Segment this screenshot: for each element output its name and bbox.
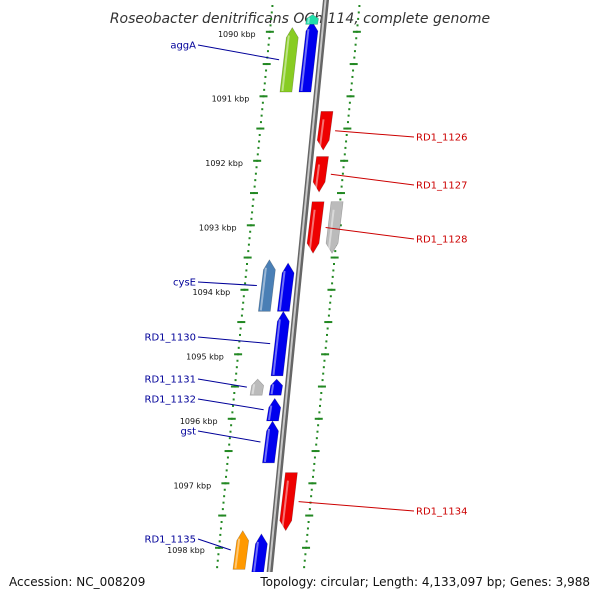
gene-label[interactable]: gst (181, 427, 197, 438)
scale-label: 1095 kbp (186, 353, 224, 362)
gene-arrow-rd1-1134[interactable] (279, 472, 298, 532)
backbone-highlight (265, 0, 327, 600)
gene-label[interactable]: RD1_1132 (145, 395, 196, 406)
gene-arrow-rd1-1132-shine (268, 405, 273, 421)
scale-label: 1097 kbp (173, 482, 211, 491)
feature-arrow[interactable] (298, 20, 319, 93)
scale-label: 1091 kbp (212, 95, 250, 104)
label-leader (197, 430, 261, 443)
scale-label: 1096 kbp (180, 417, 218, 426)
gene-features (232, 14, 344, 596)
backbone (263, 0, 330, 600)
footer-background (0, 572, 600, 600)
label-leader (335, 130, 415, 138)
feature-arrow[interactable] (325, 201, 344, 254)
gene-arrow-rd1-1126[interactable] (316, 111, 334, 151)
gene-label[interactable]: RD1_1127 (416, 181, 467, 192)
gene-arrow-rd1-1134-shine (281, 480, 289, 530)
label-leader (197, 336, 271, 345)
map-title: Roseobacter denitrificans OCh 114, compl… (110, 11, 490, 27)
gene-label[interactable]: RD1_1130 (145, 333, 196, 344)
gene-label[interactable]: aggA (170, 41, 196, 52)
gene-arrow-rd1-1130[interactable] (270, 310, 290, 377)
scale-labels: 1090 kbp 1091 kbp 1092 kbp 1093 kbp 1094 kbp… (167, 30, 256, 555)
gene-labels: aggA RD1_1126 RD1_1127 RD1_1128 cysE RD1_1130… (145, 41, 467, 551)
gene-label[interactable]: RD1_1128 (416, 235, 467, 246)
gene-arrow-gst[interactable] (262, 420, 279, 464)
gene-arrow-rd1-1130-shine (272, 319, 281, 375)
feature-arrow-shine (307, 17, 311, 24)
kbp-tick-marks (211, 5, 361, 600)
gene-arrow-agga-shine (281, 35, 290, 92)
scale-label: 1090 kbp (218, 30, 256, 39)
feature-arrow[interactable] (268, 378, 283, 396)
gene-arrow-rd1-1127[interactable] (312, 156, 329, 193)
gene-label[interactable]: RD1_1134 (416, 507, 467, 518)
gene-arrow-agga[interactable] (279, 26, 299, 93)
scale-label: 1092 kbp (205, 159, 243, 168)
gene-arrow-rd1-1126-shine (318, 119, 325, 150)
label-leader (298, 501, 415, 512)
scale-label: 1093 kbp (199, 224, 237, 233)
feature-arrow-shine (300, 28, 310, 92)
scale-label: 1098 kbp (167, 546, 205, 555)
gene-arrow-rd1-1127-shine (314, 164, 321, 192)
label-leader (325, 227, 415, 240)
feature-arrow-shine (327, 209, 335, 253)
label-leader (197, 538, 231, 551)
gene-arrow-gst-shine (263, 428, 271, 463)
gene-label[interactable]: RD1_1135 (145, 535, 196, 546)
label-leader (197, 398, 264, 411)
summary-text: Topology: circular; Length: 4,133,097 bp… (259, 575, 590, 589)
scale-label: 1094 kbp (193, 288, 231, 297)
gene-arrow-cyse-shine (259, 267, 267, 311)
gene-arrow-rd1-1135-shine (234, 538, 241, 569)
accession-text: Accession: NC_008209 (9, 575, 145, 589)
feature-arrow-shine (278, 270, 286, 311)
label-leader (330, 173, 415, 186)
label-leader (197, 44, 280, 61)
feature-arrow[interactable] (305, 14, 319, 25)
gene-arrow-rd1-1131[interactable] (249, 378, 264, 396)
gene-label[interactable]: cysE (173, 278, 196, 289)
label-leader (197, 281, 257, 287)
gene-arrow-rd1-1131-shine (251, 384, 256, 395)
feature-arrow-shine (253, 541, 259, 572)
gene-label[interactable]: RD1_1131 (145, 375, 196, 386)
gene-arrow-rd1-1128[interactable] (306, 201, 325, 254)
gene-label[interactable]: RD1_1126 (416, 133, 467, 144)
gene-arrow-rd1-1135[interactable] (232, 530, 250, 570)
gene-arrow-rd1-1128-shine (308, 209, 316, 253)
label-leader (197, 378, 247, 388)
gene-arrow-cyse[interactable] (257, 259, 276, 312)
feature-arrow-shine (270, 384, 275, 395)
